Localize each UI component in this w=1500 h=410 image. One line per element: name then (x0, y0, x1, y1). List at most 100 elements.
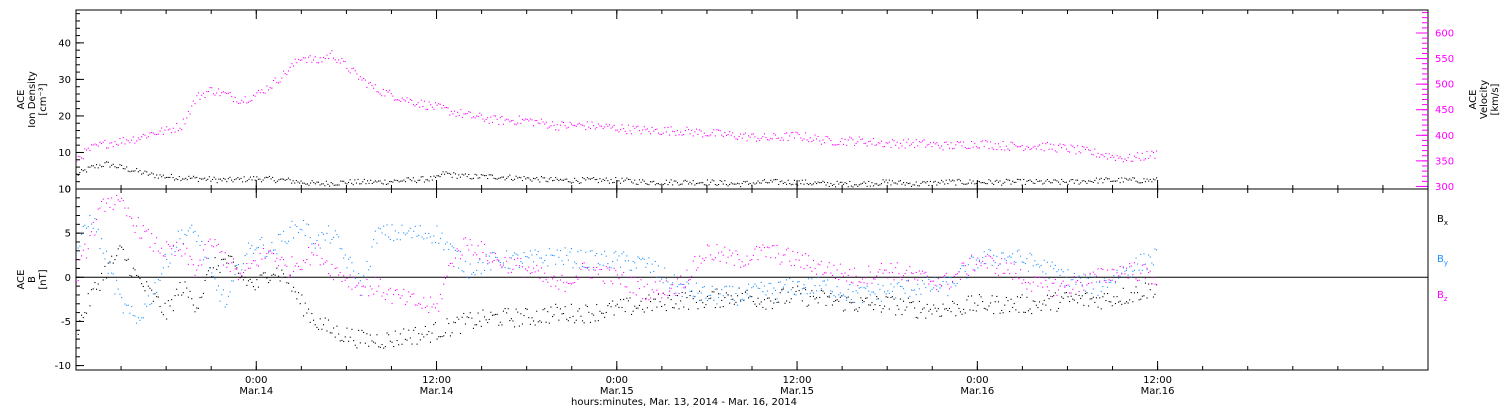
b-series-z-point (912, 272, 914, 274)
b-series-y-point (309, 237, 311, 239)
density-series-point (355, 182, 357, 184)
density-series-point (1135, 180, 1137, 182)
density-series-point (714, 184, 716, 186)
b-series-z-point (232, 258, 234, 260)
b-series-y-point (313, 243, 315, 245)
b-series-z-point (266, 253, 268, 255)
b-series-y-point (1129, 266, 1131, 268)
b-series-x-point (279, 280, 281, 282)
b-series-y-point (1039, 266, 1041, 268)
velocity-series-point (986, 141, 988, 143)
b-series-x-point (638, 304, 640, 306)
velocity-series-point (176, 122, 178, 124)
b-series-y-point (906, 280, 908, 282)
b-series-y-point (231, 280, 233, 282)
b-series-x-point (846, 297, 848, 299)
density-series-point (276, 180, 278, 182)
b-series-z-point (795, 259, 797, 261)
b-series-y-point (308, 224, 310, 226)
b-series-x-point (181, 294, 183, 296)
b-series-x-point (506, 312, 508, 314)
b-series-x-point (186, 287, 188, 289)
b-series-y-point (544, 260, 546, 262)
b-series-z-point (552, 278, 554, 280)
velocity-series-point (94, 143, 96, 145)
b-series-y-point (1009, 255, 1011, 257)
b-series-y-point (604, 250, 606, 252)
b-series-z-point (525, 268, 527, 270)
density-series-point (956, 179, 958, 181)
b-series-x-point (907, 297, 909, 299)
velocity-series-point (1042, 142, 1044, 144)
b-series-z-point (381, 295, 383, 297)
velocity-series-point (684, 130, 686, 132)
b-series-y-point (276, 253, 278, 255)
density-series-point (235, 178, 237, 180)
b-series-x-point (918, 300, 920, 302)
b-series-z-point (544, 272, 546, 274)
b-series-y-point (399, 239, 401, 241)
b-series-z-point (328, 273, 330, 275)
b-series-y-point (97, 228, 99, 230)
b-series-y-point (351, 262, 353, 264)
density-series-point (548, 178, 550, 180)
b-series-z-point (903, 275, 905, 277)
velocity-series-point (713, 129, 715, 131)
density-series-point (552, 180, 554, 182)
b-series-y-point (361, 294, 363, 296)
density-series-point (917, 185, 919, 187)
velocity-series-point (96, 144, 98, 146)
velocity-series-point (84, 148, 86, 150)
b-series-z-point (835, 278, 837, 280)
density-series-point (624, 179, 626, 181)
density-series-point (189, 177, 191, 179)
b-series-z-point (162, 255, 164, 257)
velocity-series-point (373, 87, 375, 89)
velocity-series-point (227, 92, 229, 94)
b-series-x-point (760, 301, 762, 303)
x-tick-time: 0:00 (966, 375, 988, 386)
density-series-point (725, 184, 727, 186)
density-series-point (322, 183, 324, 185)
velocity-series-point (757, 137, 759, 139)
b-series-z-point (474, 252, 476, 254)
velocity-series-point (283, 70, 285, 72)
b-series-x-point (1089, 298, 1091, 300)
b-series-y-point (763, 285, 765, 287)
density-series-point (245, 181, 247, 183)
b-series-x-point (401, 343, 403, 345)
velocity-series-point (686, 126, 688, 128)
b-series-y-point (1107, 286, 1109, 288)
b-series-z-point (939, 284, 941, 286)
b-series-y-point (404, 234, 406, 236)
b-series-z-point (706, 244, 708, 246)
b-series-z-point (311, 252, 313, 254)
b-series-x-point (635, 307, 637, 309)
b-series-x-point (830, 293, 832, 295)
b-series-x-point (349, 336, 351, 338)
b-series-x-point (254, 289, 256, 291)
b-series-y-point (741, 298, 743, 300)
b-series-z-point (548, 276, 550, 278)
b-series-x-point (411, 343, 413, 345)
density-series-point (291, 182, 293, 184)
b-series-y-point (482, 262, 484, 264)
density-series-point (295, 180, 297, 182)
b-series-y-point (971, 256, 973, 258)
b-series-x-point (413, 329, 415, 331)
density-series-point (773, 179, 775, 181)
density-series-point (664, 183, 666, 185)
b-series-x-point (328, 319, 330, 321)
b-series-y-point (107, 272, 109, 274)
b-series-x-point (391, 341, 393, 343)
b-series-x-point (637, 307, 639, 309)
b-series-y-point (556, 249, 558, 251)
velocity-series-point (575, 125, 577, 127)
b-series-z-point (757, 259, 759, 261)
b-series-x-point (87, 293, 89, 295)
density-series-point (428, 180, 430, 182)
b-series-y-point (721, 289, 723, 291)
velocity-series-point (1129, 153, 1131, 155)
density-series-point (748, 183, 750, 185)
density-series-point (610, 178, 612, 180)
